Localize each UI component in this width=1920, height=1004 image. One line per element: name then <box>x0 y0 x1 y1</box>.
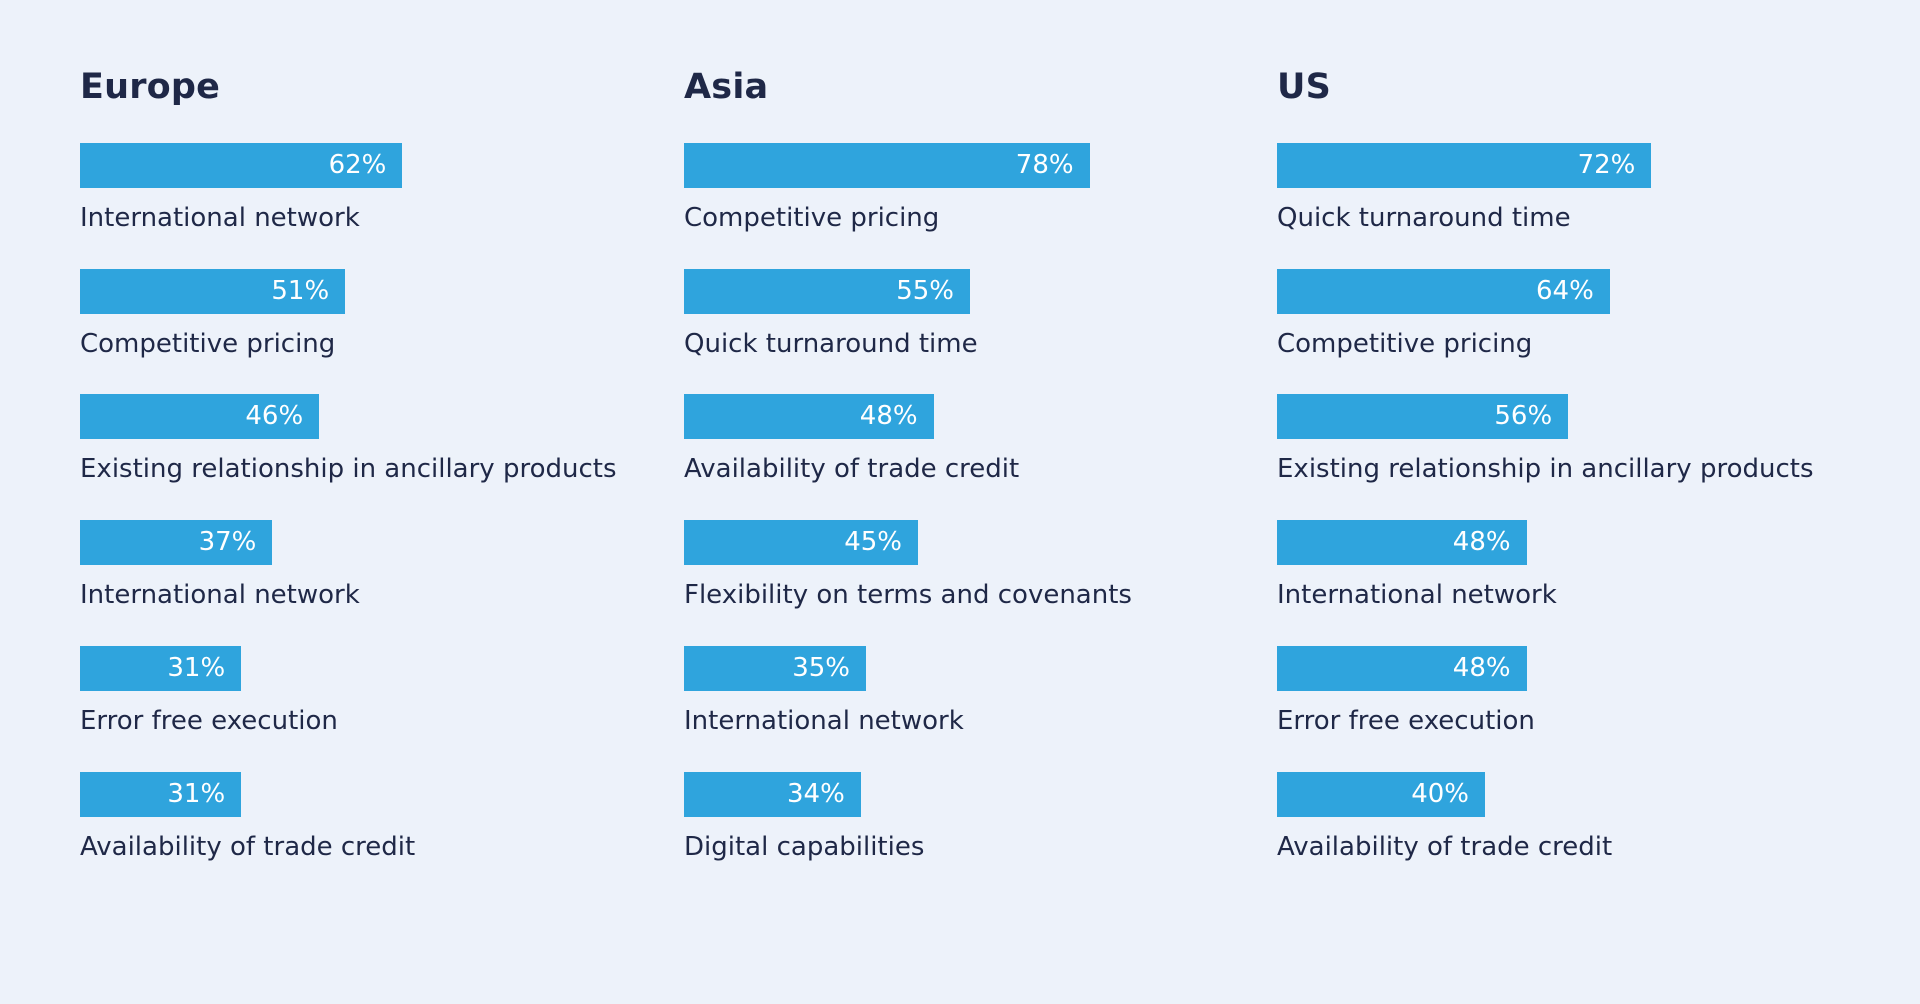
panel-europe: Europe 62% International network 51% Compet… <box>80 62 640 882</box>
bar-value-label: 62% <box>328 150 387 180</box>
bar-row: 48% Availability of trade credit <box>684 394 1284 504</box>
bar: 64% <box>1277 268 1610 314</box>
bar-category-label: Competitive pricing <box>80 328 336 359</box>
bar: 55% <box>684 268 970 314</box>
bar-category-label: Existing relationship in ancillary produ… <box>80 454 617 485</box>
bar-value-label: 78% <box>1015 150 1074 180</box>
bar-row: 31% Availability of trade credit <box>80 771 680 882</box>
bar-row: 55% Quick turnaround time <box>684 268 1284 379</box>
bar-category-label: Existing relationship in ancillary produ… <box>1277 454 1814 485</box>
bar-row: 35% International network <box>684 645 1284 756</box>
bar-category-label: Competitive pricing <box>684 203 940 233</box>
bar-category-label: Quick turnaround time <box>1277 203 1571 233</box>
bar-category-label: Digital capabilities <box>684 831 925 862</box>
panel-asia: Asia 78% Competitive pricing 55% Quick turn… <box>684 62 1244 882</box>
bar: 31% <box>80 645 242 691</box>
bar: 56% <box>1277 394 1569 440</box>
bar-value-label: 31% <box>167 652 226 683</box>
bar-category-label: Flexibility on terms and covenants <box>684 580 1132 611</box>
bar-row: 48% Error free execution <box>1277 645 1877 756</box>
bar-row: 62% International network <box>80 143 680 253</box>
bar-category-label: International network <box>1277 580 1557 611</box>
bar: 34% <box>684 771 861 817</box>
panel-title-asia: Asia <box>684 67 769 107</box>
panel-title-us: US <box>1277 67 1332 107</box>
panel-title-europe: Europe <box>80 67 221 107</box>
bar-row: 46% Existing relationship in ancillary pr… <box>80 394 680 504</box>
bar-value-label: 34% <box>787 778 845 809</box>
bar-value-label: 40% <box>1411 778 1469 809</box>
bar-value-label: 64% <box>1536 275 1594 306</box>
bar-value-label: 46% <box>245 401 304 432</box>
bar-row: 51% Competitive pricing <box>80 268 680 379</box>
bar-value-label: 72% <box>1577 150 1636 180</box>
bar-category-label: International network <box>80 203 360 233</box>
bar-row: 72% Quick turnaround time <box>1277 143 1877 253</box>
bar-category-label: Availability of trade credit <box>684 454 1020 485</box>
bar-value-label: 31% <box>167 778 226 809</box>
bar-row: 40% Availability of trade credit <box>1277 771 1877 882</box>
bar-category-label: Availability of trade credit <box>1277 831 1613 862</box>
bar-category-label: Error free execution <box>1277 705 1535 736</box>
bar-row: 31% Error free execution <box>80 645 680 756</box>
bar-row: 56% Existing relationship in ancillary pr… <box>1277 394 1877 504</box>
bar: 46% <box>80 394 320 440</box>
bar-row: 78% Competitive pricing <box>684 143 1284 253</box>
bar: 78% <box>684 143 1090 188</box>
bar-row: 64% Competitive pricing <box>1277 268 1877 379</box>
bar-value-label: 35% <box>792 652 850 683</box>
bar: 40% <box>1277 771 1485 817</box>
bar-row: 48% International network <box>1277 520 1877 630</box>
bar-row: 45% Flexibility on terms and covenants <box>684 520 1284 630</box>
bar: 48% <box>1277 645 1527 691</box>
bar: 72% <box>1277 143 1652 188</box>
bar-value-label: 45% <box>844 527 902 558</box>
bar-row: 37% International network <box>80 520 680 630</box>
bar-value-label: 48% <box>859 401 918 432</box>
bar-value-label: 56% <box>1494 401 1553 432</box>
bar-category-label: Error free execution <box>80 705 338 736</box>
bar: 31% <box>80 771 242 817</box>
bar: 48% <box>1277 520 1527 566</box>
bar: 45% <box>684 520 918 566</box>
bar: 48% <box>684 394 934 440</box>
bar-value-label: 48% <box>1452 527 1511 558</box>
panel-us: US 72% Quick turnaround time 64% Competitiv… <box>1277 62 1837 882</box>
bar: 62% <box>80 143 403 188</box>
bar-category-label: Availability of trade credit <box>80 831 416 862</box>
bar-row: 34% Digital capabilities <box>684 771 1284 882</box>
bar-category-label: Quick turnaround time <box>684 328 978 359</box>
bar: 37% <box>80 520 273 566</box>
bar-category-label: Competitive pricing <box>1277 328 1533 359</box>
bar-value-label: 37% <box>198 527 257 558</box>
bar: 35% <box>684 645 866 691</box>
bar-value-label: 51% <box>271 275 330 306</box>
bar-category-label: International network <box>80 580 360 611</box>
bar: 51% <box>80 268 346 314</box>
bar-value-label: 48% <box>1452 652 1511 683</box>
bar-category-label: International network <box>684 705 964 736</box>
bar-value-label: 55% <box>896 275 954 306</box>
